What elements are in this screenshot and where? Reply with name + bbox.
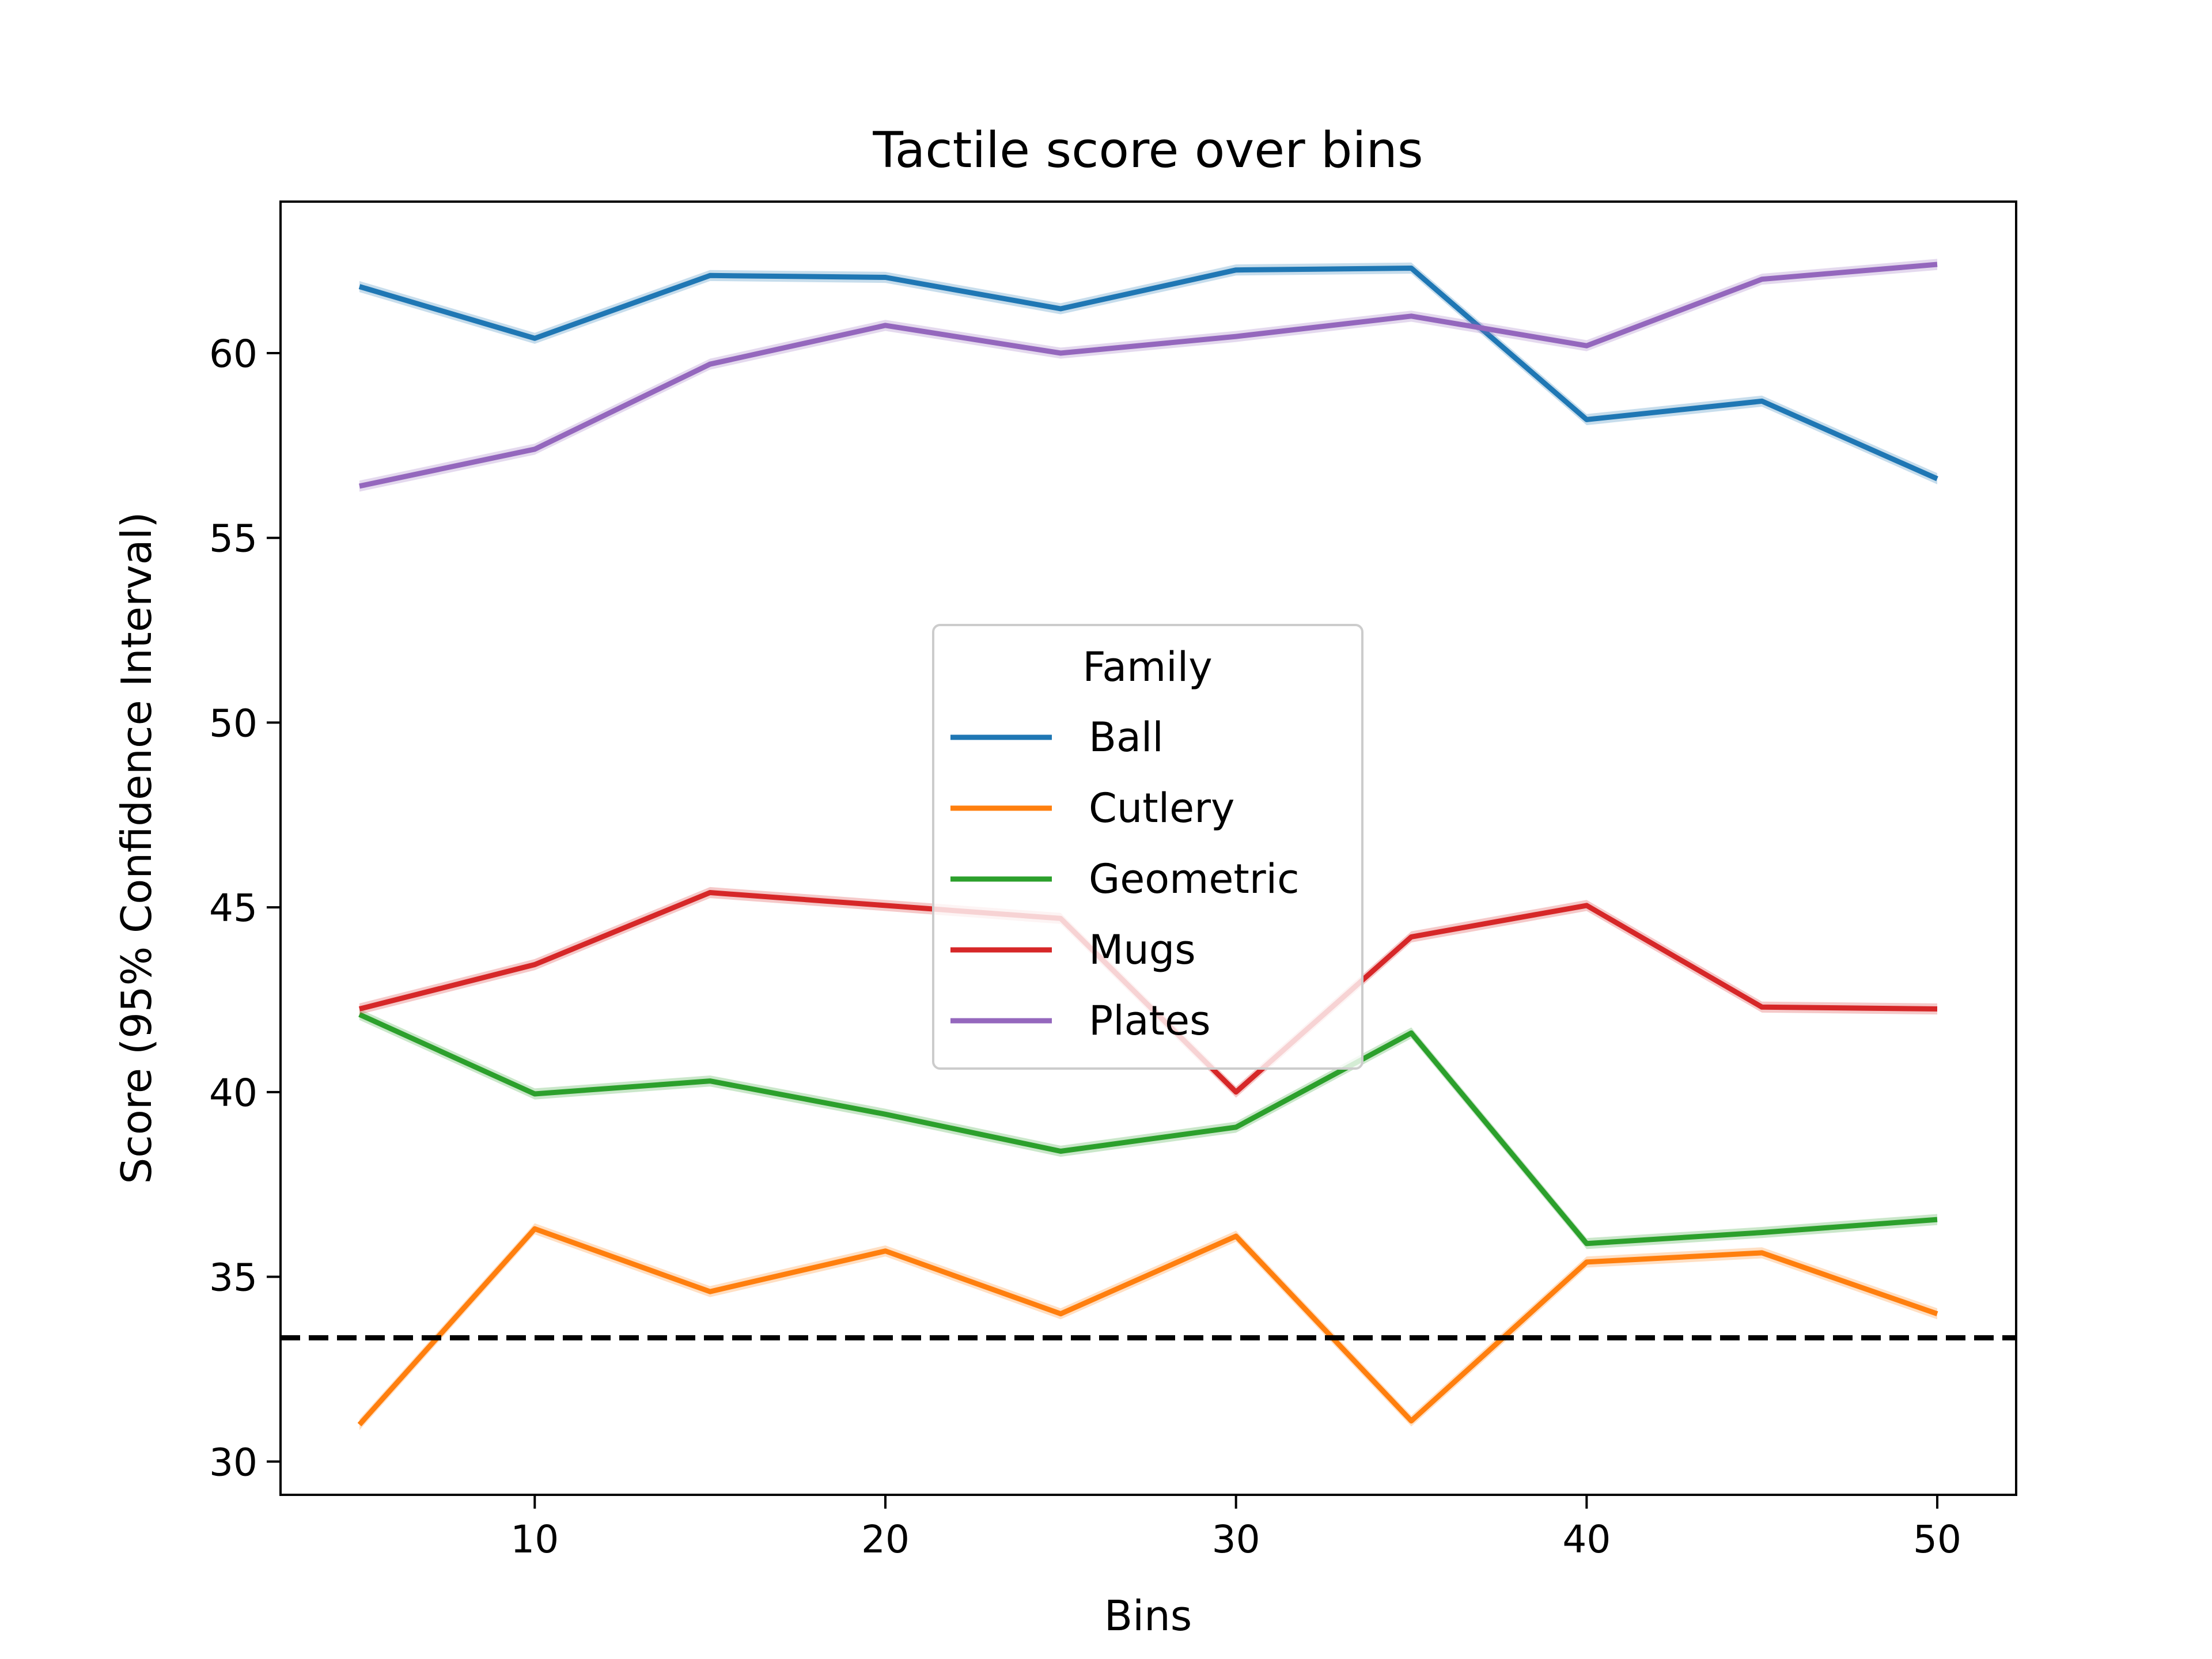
legend-item-mugs: Mugs [950,926,1196,974]
series-cutlery [357,1223,1938,1430]
y-tick-label: 45 [209,886,257,930]
legend-label: Plates [1089,997,1211,1044]
chart-title: Tactile score over bins [872,122,1423,179]
series-plates [359,259,1938,492]
y-tick-label: 55 [209,517,257,561]
legend-label: Geometric [1089,855,1300,903]
legend-label: Ball [1089,714,1164,761]
series-layer [357,259,1938,1430]
legend-item-ball: Ball [950,714,1164,761]
y-tick-label: 35 [209,1256,257,1300]
legend-item-geometric: Geometric [950,855,1300,903]
y-axis-title: Score (95% Confidence Interval) [112,512,161,1184]
legend: Family Ball Cutlery Geometric Mugs Plates [932,624,1363,1070]
legend-item-cutlery: Cutlery [950,785,1234,832]
series-plates-confidence-band [359,259,1937,492]
series-ball-line [358,266,1938,482]
x-tick-label: 10 [510,1517,559,1562]
legend-label: Cutlery [1089,785,1234,832]
series-geometric [358,1009,1938,1249]
legend-label: Mugs [1089,926,1196,974]
legend-title: Family [1082,643,1212,691]
legend-items: Ball Cutlery Geometric Mugs Plates [950,714,1300,1044]
series-cutlery-line [357,1226,1938,1427]
x-tick-label: 40 [1562,1517,1611,1562]
series-ball [358,262,1938,484]
x-tick-label: 50 [1913,1517,1961,1562]
y-tick-label: 60 [209,332,257,376]
y-tick-label: 40 [209,1071,257,1115]
plot-frame [279,200,2017,1496]
y-tick-label: 30 [209,1440,257,1484]
y-axis-ticks: 30 35 40 45 50 55 60 [209,332,281,1484]
x-axis-title: Bins [1104,1592,1192,1640]
series-cutlery-confidence-band [359,1223,1937,1430]
x-tick-label: 20 [861,1517,910,1562]
series-geometric-line [358,1012,1938,1247]
x-tick-label: 30 [1212,1517,1260,1562]
y-tick-label: 50 [209,701,257,745]
legend-item-plates: Plates [950,997,1211,1044]
series-plates-line [359,262,1938,489]
x-axis-ticks: 10 20 30 40 50 [510,1495,1961,1562]
